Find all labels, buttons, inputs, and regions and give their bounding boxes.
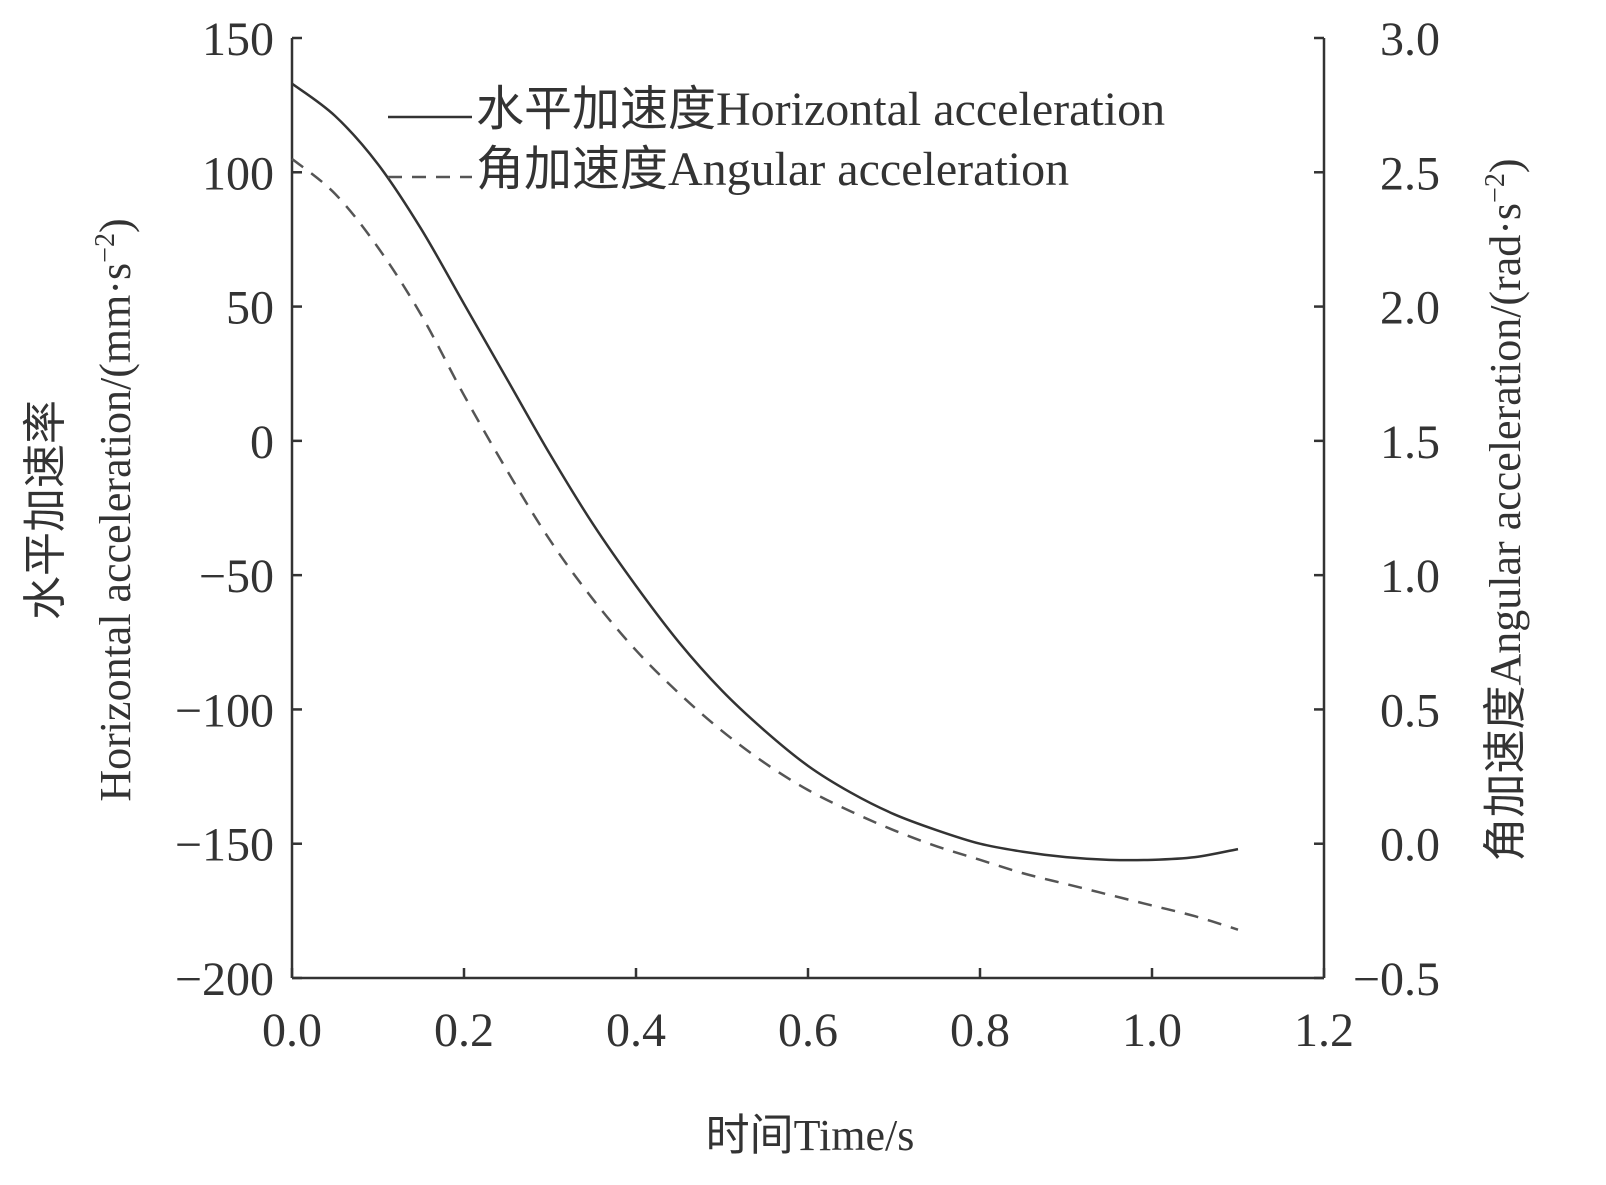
series-layer xyxy=(291,82,1239,931)
x-tick-label: 0.4 xyxy=(606,1004,666,1057)
y-right-axis-title-main: 角加速度Angular acceleration/(rad·s xyxy=(1481,203,1530,862)
y-right-tick-label: 1.5 xyxy=(1380,416,1440,469)
y-right-tick-label: 1.0 xyxy=(1380,550,1440,603)
y-right-axis-title: 角加速度Angular acceleration/(rad·s−2) xyxy=(1480,159,1530,862)
y-right-axis-ticks: 3.0 2.5 2.0 1.5 1.0 0.5 0.0 −0.5 xyxy=(1314,13,1440,1006)
x-tick-label: 0.6 xyxy=(778,1004,838,1057)
y-left-tick-label: 0 xyxy=(250,416,274,469)
y-left-axis-title: Horizontal acceleration/(mm·s−2) xyxy=(90,218,140,801)
x-tick-label: 0.2 xyxy=(434,1004,494,1057)
x-tick-label: 0.8 xyxy=(950,1004,1010,1057)
legend: 水平加速度Horizontal acceleration 角加速度Angular … xyxy=(388,83,1165,196)
series-line-horizontal-acceleration xyxy=(291,82,1239,862)
legend-label: 水平加速度Horizontal acceleration xyxy=(476,83,1165,136)
y-left-tick-label: 100 xyxy=(202,147,274,200)
y-right-axis-title-sup: −2 xyxy=(1480,173,1511,203)
legend-label: 角加速度Angular acceleration xyxy=(476,143,1069,196)
y-left-tick-label: 150 xyxy=(202,13,274,66)
y-left-tick-label: −100 xyxy=(175,684,274,737)
series-line-angular-acceleration xyxy=(291,157,1239,931)
y-left-axis-title-main: Horizontal acceleration/(mm·s xyxy=(91,263,140,802)
x-tick-label: 0.0 xyxy=(262,1004,322,1057)
y-right-tick-label: 0.0 xyxy=(1380,819,1440,872)
y-left-tick-label: −50 xyxy=(199,550,274,603)
y-right-axis-title-close: ) xyxy=(1481,159,1530,174)
y-left-tick-label: −150 xyxy=(175,819,274,872)
y-left-axis-title-cn: 水平加速率 xyxy=(21,400,70,620)
y-right-tick-label: −0.5 xyxy=(1353,953,1440,1006)
y-left-tick-label: 50 xyxy=(226,282,274,335)
x-tick-label: 1.0 xyxy=(1122,1004,1182,1057)
y-left-tick-label: −200 xyxy=(175,953,274,1006)
y-right-tick-label: 2.0 xyxy=(1380,282,1440,335)
y-left-axis-ticks: 150 100 50 0 −50 −100 −150 −200 xyxy=(175,13,302,1006)
x-axis-title: 时间Time/s xyxy=(706,1111,915,1160)
x-axis-ticks: 0.0 0.2 0.4 0.6 0.8 1.0 1.2 xyxy=(262,968,1354,1057)
y-right-tick-label: 3.0 xyxy=(1380,13,1440,66)
y-right-tick-label: 2.5 xyxy=(1380,147,1440,200)
x-tick-label: 1.2 xyxy=(1294,1004,1354,1057)
y-left-axis-title-close: ) xyxy=(91,218,140,233)
y-right-tick-label: 0.5 xyxy=(1380,684,1440,737)
y-left-axis-title-sup: −2 xyxy=(90,233,121,263)
